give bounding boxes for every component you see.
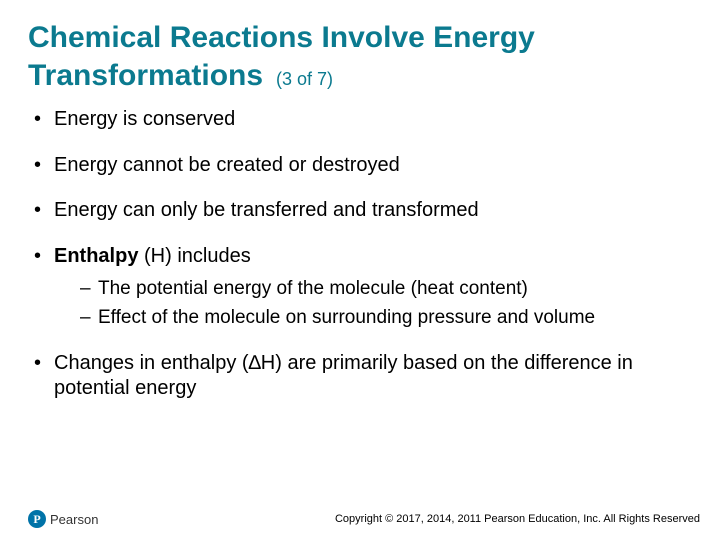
- bullet-text: (H) includes: [138, 245, 250, 267]
- logo-badge-icon: P: [28, 510, 46, 528]
- sub-list-item: The potential energy of the molecule (he…: [80, 277, 692, 302]
- list-item: Energy is conserved: [34, 107, 692, 133]
- bullet-text: Energy can only be transferred and trans…: [54, 199, 479, 221]
- publisher-logo: P Pearson: [28, 510, 98, 528]
- list-item: Changes in enthalpy (∆H) are primarily b…: [34, 351, 692, 402]
- bullet-text: Changes in enthalpy (∆H) are primarily b…: [54, 352, 633, 400]
- list-item: Energy cannot be created or destroyed: [34, 153, 692, 179]
- slide-title: Chemical Reactions Involve Energy Transf…: [28, 18, 692, 93]
- logo-text: Pearson: [50, 512, 98, 527]
- slide: Chemical Reactions Involve Energy Transf…: [0, 0, 720, 540]
- list-item: Energy can only be transferred and trans…: [34, 198, 692, 224]
- bullet-text: Energy cannot be created or destroyed: [54, 154, 400, 176]
- list-item: Enthalpy (H) includes The potential ener…: [34, 244, 692, 331]
- sub-list-item: Effect of the molecule on surrounding pr…: [80, 306, 692, 331]
- copyright-text: Copyright © 2017, 2014, 2011 Pearson Edu…: [335, 513, 700, 525]
- bullet-list: Energy is conserved Energy cannot be cre…: [28, 107, 692, 402]
- footer: P Pearson Copyright © 2017, 2014, 2011 P…: [28, 510, 700, 528]
- sub-list: The potential energy of the molecule (he…: [54, 277, 692, 330]
- bullet-text: Energy is conserved: [54, 108, 235, 130]
- sub-bullet-text: The potential energy of the molecule (he…: [98, 278, 528, 299]
- bullet-bold-term: Enthalpy: [54, 245, 138, 267]
- title-page-counter: (3 of 7): [276, 69, 333, 89]
- sub-bullet-text: Effect of the molecule on surrounding pr…: [98, 307, 595, 328]
